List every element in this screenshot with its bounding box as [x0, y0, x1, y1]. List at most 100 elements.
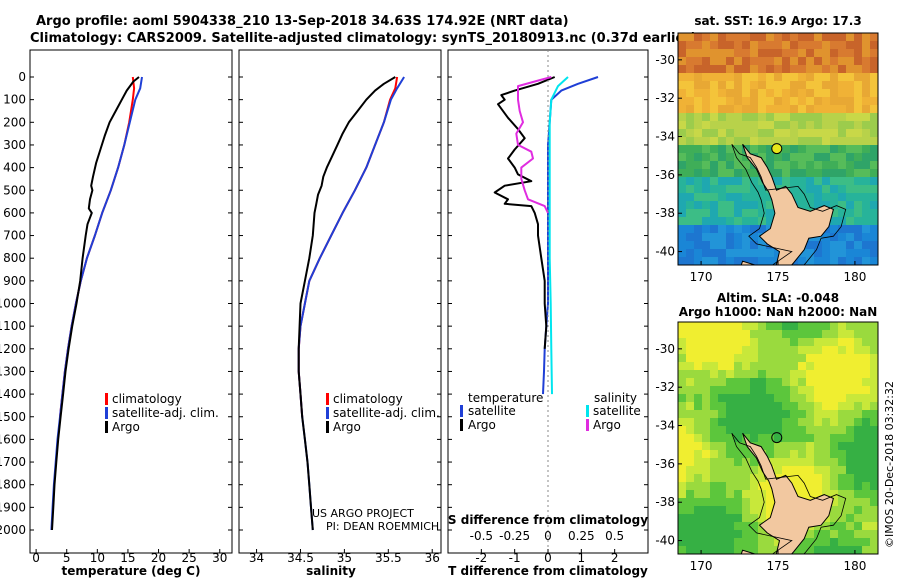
map-cell [686, 538, 694, 546]
map-cell [814, 65, 822, 73]
map-cell [734, 346, 742, 354]
map-cell [806, 249, 814, 257]
map-cell [766, 434, 774, 442]
map-cell [678, 97, 686, 105]
map-cell [838, 418, 846, 426]
map-cell [710, 418, 718, 426]
map-cell [758, 57, 766, 65]
map-cell [838, 241, 846, 249]
map-cell [814, 474, 822, 482]
map-cell [702, 426, 710, 434]
map-cell [798, 129, 806, 137]
map-cell [854, 530, 862, 538]
map-cell [758, 354, 766, 362]
map-cell [726, 89, 734, 97]
map-cell [694, 129, 702, 137]
map-cell [702, 498, 710, 506]
map-cell [846, 322, 854, 330]
map-cell [846, 362, 854, 370]
map-cell [830, 177, 838, 185]
map-cell [710, 217, 718, 225]
map-cell [686, 322, 694, 330]
map-cell [806, 442, 814, 450]
map-cell [862, 49, 870, 57]
map-cell [694, 378, 702, 386]
map-cell [710, 378, 718, 386]
map-cell [830, 225, 838, 233]
depth-tick-label: 900 [3, 274, 26, 288]
map-cell [838, 97, 846, 105]
map-cell [694, 394, 702, 402]
map-cell [694, 233, 702, 241]
map-cell [750, 322, 758, 330]
map-cell [758, 81, 766, 89]
map-cell [686, 89, 694, 97]
map-cell [870, 105, 878, 113]
map-cell [870, 161, 878, 169]
depth-tick-label: 1100 [0, 319, 26, 333]
map-cell [686, 522, 694, 530]
map-cell [702, 89, 710, 97]
map-cell [854, 249, 862, 257]
map-cell [718, 546, 726, 554]
map-cell [694, 153, 702, 161]
map-cell [750, 225, 758, 233]
map-cell [782, 426, 790, 434]
map-cell [814, 193, 822, 201]
map-cell [838, 426, 846, 434]
sla-map-image [678, 322, 878, 554]
map-cell [862, 354, 870, 362]
map-cell [686, 386, 694, 394]
temperature-x-axis: 0 5 10 15 20 25 30 [32, 549, 227, 565]
map-cell [726, 378, 734, 386]
map-cell [806, 193, 814, 201]
map-cell [862, 546, 870, 554]
map-cell [870, 217, 878, 225]
map-cell [782, 330, 790, 338]
map-cell [694, 418, 702, 426]
map-cell [678, 458, 686, 466]
map-cell [854, 57, 862, 65]
s-diff-tick-label: 0.25 [568, 529, 595, 543]
map-cell [750, 410, 758, 418]
sla-map-title: Altim. SLA: -0.048 [717, 291, 839, 305]
map-cell [710, 442, 718, 450]
project-credit: US ARGO PROJECT [312, 507, 414, 520]
map-cell [846, 402, 854, 410]
map-cell [718, 33, 726, 41]
map-cell [806, 370, 814, 378]
map-cell [838, 434, 846, 442]
map-cell [726, 129, 734, 137]
map-cell [694, 338, 702, 346]
map-cell [702, 402, 710, 410]
map-cell [846, 257, 854, 265]
map-cell [838, 498, 846, 506]
map-cell [846, 506, 854, 514]
map-cell [758, 113, 766, 121]
map-cell [678, 442, 686, 450]
map-cell [710, 514, 718, 522]
map-cell [734, 330, 742, 338]
map-cell [702, 346, 710, 354]
map-cell [782, 370, 790, 378]
map-cell [734, 89, 742, 97]
map-cell [710, 394, 718, 402]
map-cell [694, 257, 702, 265]
map-cell [726, 145, 734, 153]
map-cell [854, 538, 862, 546]
map-cell [774, 121, 782, 129]
map-cell [750, 418, 758, 426]
x-tick-label: 30 [212, 551, 227, 565]
map-cell [838, 538, 846, 546]
map-cell [678, 65, 686, 73]
map-cell [846, 426, 854, 434]
map-cell [702, 338, 710, 346]
map-cell [718, 522, 726, 530]
map-cell [798, 394, 806, 402]
map-cell [846, 474, 854, 482]
map-cell [790, 73, 798, 81]
map-cell [838, 65, 846, 73]
x-tick-label: 15 [120, 551, 135, 565]
map-cell [726, 33, 734, 41]
map-cell [718, 81, 726, 89]
